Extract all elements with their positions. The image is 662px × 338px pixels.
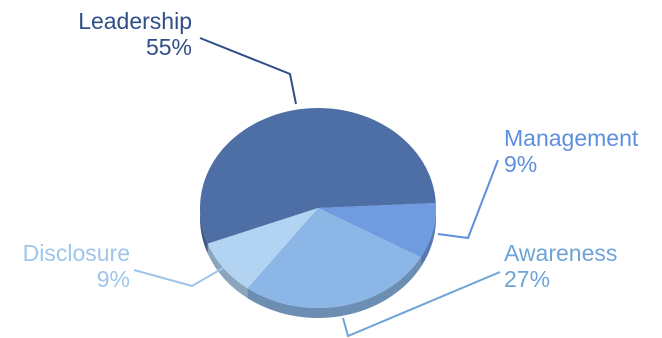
pie-slice-disclosure: [207, 208, 318, 289]
leader-line-disclosure: [133, 267, 224, 288]
label-leadership-name: Leadership: [78, 8, 192, 34]
leader-line-leadership: [199, 37, 297, 105]
label-management-name: Management: [504, 125, 639, 151]
pie-side-wall: [200, 208, 436, 318]
pie-slice-management: [318, 203, 436, 258]
label-disclosure: Disclosure 9%: [8, 240, 130, 292]
leader-line-management: [437, 159, 499, 240]
pie-side-management: [420, 208, 436, 268]
pie-slice-leadership: [200, 107, 436, 244]
label-management: Management 9%: [504, 125, 638, 177]
label-disclosure-name: Disclosure: [22, 240, 130, 266]
label-leadership-value: 55%: [145, 34, 192, 60]
label-awareness-name: Awareness: [504, 240, 618, 266]
pie-side-leadership: [200, 208, 208, 254]
label-disclosure-value: 9%: [96, 266, 130, 292]
leader-line-awareness: [342, 271, 501, 338]
pie-side-disclosure: [207, 243, 248, 299]
pie-side-awareness: [247, 257, 421, 318]
label-leadership: Leadership 55%: [62, 8, 192, 60]
label-awareness-value: 27%: [504, 266, 551, 292]
label-awareness: Awareness 27%: [504, 240, 617, 292]
pie-slice-awareness: [247, 208, 421, 308]
label-management-value: 9%: [504, 151, 538, 177]
